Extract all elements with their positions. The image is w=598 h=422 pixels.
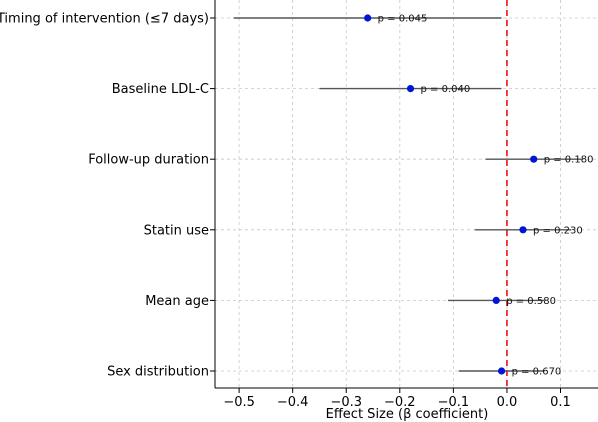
y-tick-label: Sex distribution	[107, 365, 209, 380]
x-tick-label: −0.1	[438, 395, 470, 410]
p-value-label: p = 0.045	[378, 14, 428, 25]
p-value-label: p = 0.180	[544, 155, 594, 166]
estimate-point	[364, 14, 372, 22]
x-tick-label: −0.5	[223, 395, 255, 410]
estimate-point	[530, 155, 538, 163]
y-tick-label: Statin use	[144, 223, 209, 238]
p-value-label: p = 0.670	[512, 367, 562, 378]
x-tick-label: −0.3	[330, 395, 362, 410]
y-tick-label: Mean age	[145, 294, 209, 309]
x-tick-label: 0.0	[497, 395, 518, 410]
y-tick-label: Timing of intervention (≤7 days)	[0, 12, 209, 27]
marks-layer	[233, 14, 582, 375]
p-value-label: p = 0.040	[421, 84, 471, 95]
x-tick-label: −0.4	[277, 395, 309, 410]
grid-layer	[215, 0, 598, 388]
labels-layer: Timing of intervention (≤7 days) Baseline…	[0, 12, 593, 380]
y-tick-label: Follow-up duration	[88, 153, 209, 168]
estimate-point	[497, 367, 506, 375]
p-value-label: p = 0.580	[506, 296, 556, 307]
axes-layer: −0.5 −0.4 −0.3 −0.2 −0.1 0.0 0.1	[210, 0, 598, 410]
estimate-point	[519, 226, 527, 234]
x-tick-label: −0.2	[384, 395, 416, 410]
x-axis-title: Effect Size (β coefficient)	[326, 407, 489, 422]
estimate-point	[406, 85, 415, 93]
x-tick-label: 0.1	[550, 395, 571, 410]
p-value-label: p = 0.230	[533, 225, 583, 236]
estimate-point	[492, 296, 500, 304]
y-tick-label: Baseline LDL-C	[112, 82, 209, 97]
